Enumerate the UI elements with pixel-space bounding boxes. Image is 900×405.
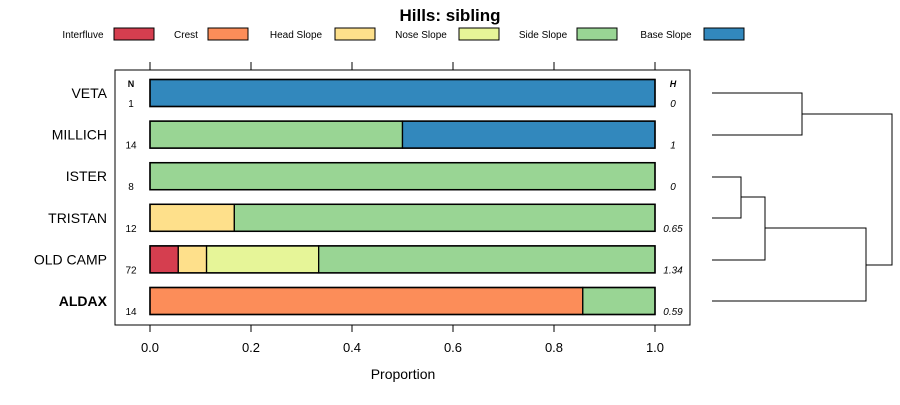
legend-swatch-crest (207, 27, 249, 41)
bar-aldax-crest (149, 286, 584, 316)
dendrogram-branch-aldax-join (712, 227, 867, 302)
legend-swatch-nose-slope (458, 27, 500, 41)
bars (149, 78, 656, 316)
n-value-ister: 8 (128, 182, 134, 193)
bar-outline-aldax (149, 286, 656, 316)
h-header: H (670, 79, 677, 89)
bar-veta-base-slope (149, 78, 656, 108)
bar-tristan-head-slope (149, 203, 235, 232)
legend-swatch-base-slope (703, 27, 745, 41)
bar-outline-tristan (149, 203, 656, 233)
bar-old-camp-side-slope (318, 245, 656, 274)
x-tick-label-1: 0.2 (242, 340, 260, 355)
legend-swatch-head-slope (334, 27, 376, 41)
bar-millich-base-slope (401, 120, 656, 149)
bar-outline-ister (149, 161, 656, 191)
legend-label-crest: Crest (174, 30, 198, 41)
dendrogram-root (802, 113, 893, 266)
n-value-old-camp: 72 (125, 265, 137, 276)
x-axis-label: Proportion (371, 366, 436, 382)
bar-old-camp-interfluve (149, 245, 179, 274)
h-value-old-camp: 1.34 (663, 265, 683, 276)
bar-millich-side-slope (149, 120, 404, 149)
dendrogram-branch-veta-millich (712, 92, 803, 136)
bar-outline-millich (149, 120, 656, 149)
bar-ister-side-slope (149, 162, 656, 191)
h-value-tristan: 0.65 (663, 224, 683, 235)
row-label-millich: MILLICH (52, 127, 107, 143)
row-label-veta: VETA (71, 85, 107, 101)
top-axis-ticks (149, 62, 656, 70)
n-value-tristan: 12 (125, 224, 137, 235)
n-value-veta: 1 (128, 99, 134, 110)
bar-old-camp-head-slope (177, 245, 208, 274)
bar-outline-veta (149, 78, 656, 108)
row-labels: VETA 1 0 MILLICH 14 1 ISTER 8 0 TRISTAN 12 0.65 OLD … (34, 85, 683, 318)
bar-outline-old-camp (149, 245, 656, 274)
bar-tristan-side-slope (233, 203, 656, 232)
x-tick-label-4: 0.8 (545, 340, 563, 355)
h-value-veta: 0 (670, 99, 676, 110)
h-value-ister: 0 (670, 182, 676, 193)
row-label-aldax: ALDAX (59, 293, 108, 309)
row-label-tristan: TRISTAN (48, 210, 107, 226)
h-value-millich: 1 (670, 141, 676, 152)
dendrogram-branch-oldcamp-join (712, 196, 766, 261)
plot-panel (114, 69, 691, 326)
bar-old-camp-nose-slope (205, 245, 320, 274)
chart-title: Hills: sibling (399, 6, 500, 25)
bar-aldax-side-slope (582, 286, 656, 316)
legend-swatch-interfluve (113, 27, 155, 41)
n-value-aldax: 14 (125, 307, 137, 318)
row-label-old-camp: OLD CAMP (34, 251, 107, 267)
x-tick-label-0: 0.0 (141, 340, 159, 355)
legend-label-interfluve: Interfluve (62, 30, 104, 41)
x-tick-label-2: 0.4 (343, 340, 361, 355)
n-header: N (128, 79, 135, 89)
legend-label-nose-slope: Nose Slope (395, 30, 447, 41)
n-value-millich: 14 (125, 141, 137, 152)
x-axis: 0.0 0.2 0.4 0.6 0.8 1.0 (141, 325, 664, 355)
legend: Interfluve Crest Head Slope Nose Slope Side … (62, 27, 745, 41)
legend-label-base-slope: Base Slope (640, 30, 692, 41)
dendrogram (712, 92, 893, 302)
h-value-aldax: 0.59 (663, 307, 683, 318)
dendrogram-branch-ister-tristan (712, 176, 742, 219)
legend-swatch-side-slope (576, 27, 618, 41)
legend-label-head-slope: Head Slope (270, 30, 323, 41)
x-tick-label-3: 0.6 (444, 340, 462, 355)
legend-label-side-slope: Side Slope (519, 30, 568, 41)
row-label-ister: ISTER (66, 168, 107, 184)
x-tick-label-5: 1.0 (646, 340, 664, 355)
